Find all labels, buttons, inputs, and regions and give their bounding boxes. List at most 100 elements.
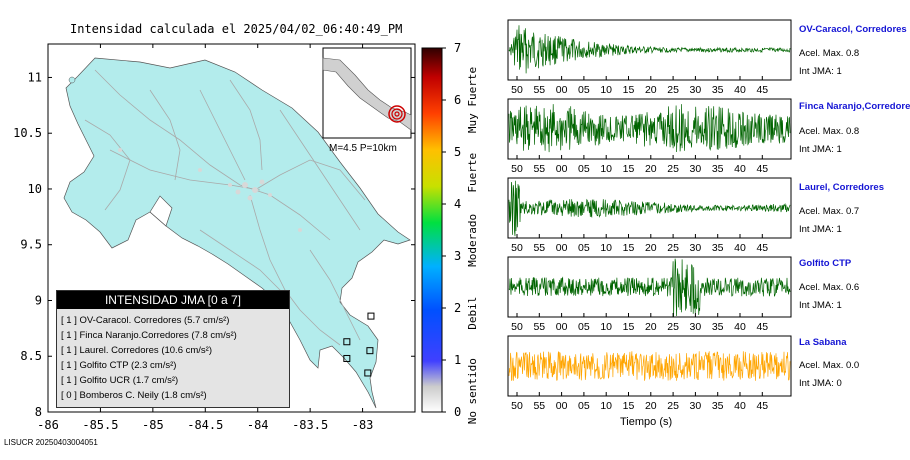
waveform-panels: 50 55 00 05 10 15 20 25 30 35 40 45 50 55 00 05 10 15 20 25… — [507, 19, 792, 412]
station-acel: Acel. Max. 0.0 — [799, 360, 860, 371]
waveform-tick-label: 15 — [623, 163, 635, 175]
waveform-tick-label: 00 — [556, 321, 568, 333]
station-acel: Acel. Max. 0.8 — [799, 126, 860, 137]
waveform-tick-label: 15 — [623, 321, 635, 333]
station-int: Int JMA: 1 — [799, 224, 842, 235]
waveform-tick-label: 05 — [578, 242, 590, 254]
waveform-tick-label: 35 — [712, 163, 724, 175]
station-int: Int JMA: 1 — [799, 144, 842, 155]
map-ytick-label: 9 — [35, 293, 42, 307]
legend-item: [ 1 ] OV-Caracol. Corredores (5.7 cm/s²) — [61, 315, 230, 326]
event-label: M=4.5 P=10km — [329, 143, 397, 154]
station-name: La Sabana — [799, 337, 847, 348]
colorbar — [421, 47, 443, 413]
station-name: Laurel, Corredores — [799, 182, 884, 193]
station-marker — [364, 369, 372, 377]
waveform-tick-label: 20 — [645, 400, 657, 412]
waveform-tick-label: 50 — [511, 163, 523, 175]
map-xtick-label: -83 — [352, 418, 374, 432]
map-ytick-label: 10.5 — [13, 126, 42, 140]
waveform-tick-label: 10 — [600, 321, 612, 333]
waveform-tick-label: 40 — [734, 321, 746, 333]
colorbar-category-label: Fuerte — [466, 153, 479, 193]
waveform-tick-label: 50 — [511, 321, 523, 333]
waveform-tick-label: 00 — [556, 163, 568, 175]
map-xtick-label: -84.5 — [187, 418, 223, 432]
waveform-tick-label: 30 — [690, 400, 702, 412]
waveform-tick-label: 10 — [600, 400, 612, 412]
waveform-tick-label: 55 — [533, 84, 545, 96]
waveform-tick-label: 25 — [667, 400, 679, 412]
waveform-tick-label: 15 — [623, 242, 635, 254]
waveform-tick-label: 00 — [556, 242, 568, 254]
waveform-tick-label: 25 — [667, 242, 679, 254]
station-int: Int JMA: 0 — [799, 378, 842, 389]
waveform-tick-label: 20 — [645, 163, 657, 175]
colorbar-tick-label: 2 — [454, 301, 461, 315]
intensity-legend: INTENSIDAD JMA [0 a 7] [ 1 ] OV-Caracol.… — [56, 290, 290, 408]
waveform-tick-label: 35 — [712, 400, 724, 412]
waveform-tick-label: 00 — [556, 400, 568, 412]
waveform-trace — [508, 25, 791, 74]
island — [68, 76, 76, 84]
station-name: Finca Naranjo,Corredores — [799, 101, 910, 112]
waveform-tick-label: 55 — [533, 163, 545, 175]
map-xtick-label: -84 — [247, 418, 269, 432]
waveform-trace — [508, 351, 791, 382]
waveform-tick-label: 05 — [578, 84, 590, 96]
map-title: Intensidad calculada el 2025/04/02_06:40… — [70, 22, 403, 36]
waveform-tick-label: 20 — [645, 84, 657, 96]
waveform-tick-label: 35 — [712, 321, 724, 333]
epicenter-icon — [388, 105, 406, 123]
waveform-tick-label: 35 — [712, 242, 724, 254]
waveform-tick-label: 55 — [533, 242, 545, 254]
waveform-tick-label: 30 — [690, 321, 702, 333]
waveform-tick-label: 40 — [734, 84, 746, 96]
map-ytick-label: 10 — [28, 182, 42, 196]
waveform-tick-label: 05 — [578, 163, 590, 175]
map-xtick-label: -86 — [37, 418, 59, 432]
station-marker — [366, 347, 374, 355]
colorbar-axis: 0 1 2 3 4 5 6 7 No sentido Debil Moderado Fuerte Muy… — [442, 41, 479, 424]
waveform-tick-label: 55 — [533, 400, 545, 412]
waveform-tick-label: 20 — [645, 321, 657, 333]
waveform-tick-label: 30 — [690, 84, 702, 96]
waveform-trace — [508, 258, 791, 317]
map-ytick-label: 9.5 — [20, 238, 42, 252]
waveform-tick-label: 15 — [623, 84, 635, 96]
waveform-xlabel: Tiempo (s) — [620, 416, 673, 428]
map-xtick-label: -85.5 — [82, 418, 118, 432]
colorbar-tick-label: 7 — [454, 41, 461, 55]
waveform-tick-label: 00 — [556, 84, 568, 96]
waveform-trace — [508, 104, 791, 153]
station-acel: Acel. Max. 0.7 — [799, 206, 860, 217]
waveform-tick-label: 10 — [600, 163, 612, 175]
map-axes: -86 -85.5 -85 -84.5 -84 -83.5 -83 11 10.5 10 9.5 9 8… — [13, 44, 415, 432]
legend-item: [ 1 ] Laurel. Corredores (10.6 cm/s²) — [61, 345, 212, 356]
legend-item: [ 1 ] Golfito CTP (2.3 cm/s²) — [61, 360, 177, 371]
waveform-tick-label: 05 — [578, 321, 590, 333]
station-marker — [343, 338, 351, 346]
legend-title: INTENSIDAD JMA [0 a 7] — [57, 291, 289, 309]
colorbar-tick-label: 5 — [454, 145, 461, 159]
waveform-tick-label: 20 — [645, 242, 657, 254]
waveform-tick-label: 05 — [578, 400, 590, 412]
station-acel: Acel. Max. 0.8 — [799, 48, 860, 59]
waveform-tick-label: 50 — [511, 400, 523, 412]
map-ytick-label: 8 — [35, 405, 42, 419]
map-ytick-label: 8.5 — [20, 349, 42, 363]
map-ytick-label: 11 — [28, 70, 42, 84]
waveform-tick-label: 50 — [511, 84, 523, 96]
station-acel: Acel. Max. 0.6 — [799, 282, 860, 293]
legend-item: [ 1 ] Golfito UCR (1.7 cm/s²) — [61, 375, 179, 386]
waveform-tick-label: 25 — [667, 84, 679, 96]
station-int: Int JMA: 1 — [799, 300, 842, 311]
colorbar-category-label: Moderado — [466, 214, 479, 267]
colorbar-tick-label: 4 — [454, 197, 461, 211]
record-id: LISUCR 20250403004051 — [4, 438, 98, 447]
colorbar-category-label: Muy Fuerte — [466, 67, 479, 133]
waveform-tick-label: 35 — [712, 84, 724, 96]
colorbar-tick-label: 0 — [454, 405, 461, 419]
waveform-tick-label: 45 — [756, 163, 768, 175]
waveform-tick-label: 25 — [667, 321, 679, 333]
